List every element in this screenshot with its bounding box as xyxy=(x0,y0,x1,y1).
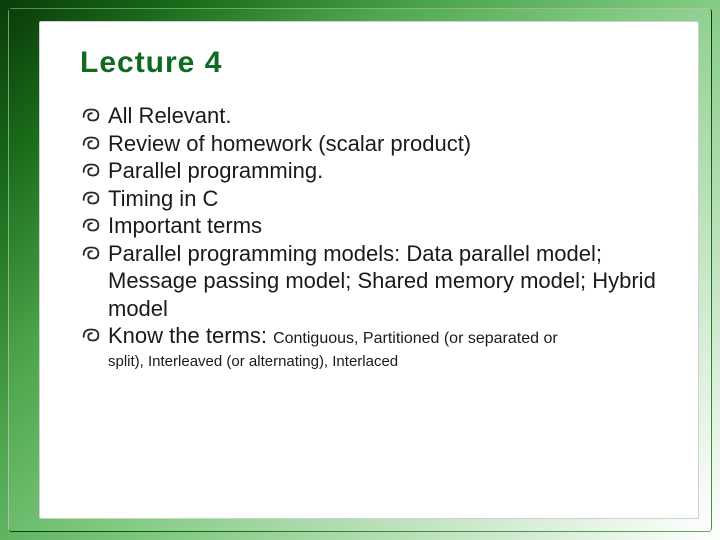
swirl-bullet-icon xyxy=(80,132,102,154)
list-item-text: All Relevant. xyxy=(108,103,232,128)
list-item-text: Important terms xyxy=(108,213,262,238)
swirl-bullet-icon xyxy=(80,104,102,126)
slide-background-frame: Lecture 4 All Relevant. Review of homewo… xyxy=(8,8,712,532)
list-item: Important terms xyxy=(80,212,662,240)
swirl-bullet-icon xyxy=(80,242,102,264)
list-item: All Relevant. xyxy=(80,102,662,130)
list-item-text: Parallel programming. xyxy=(108,158,323,183)
list-item: Know the terms: Contiguous, Partitioned … xyxy=(80,322,662,371)
list-item: Parallel programming. xyxy=(80,157,662,185)
list-item: Parallel programming models: Data parall… xyxy=(80,240,662,323)
list-item-text: Timing in C xyxy=(108,186,218,211)
swirl-bullet-icon xyxy=(80,159,102,181)
swirl-bullet-icon xyxy=(80,214,102,236)
slide-title: Lecture 4 xyxy=(80,46,662,80)
swirl-bullet-icon xyxy=(80,187,102,209)
list-item-text: Know the terms: xyxy=(108,323,267,348)
list-item-text: Review of homework (scalar product) xyxy=(108,131,471,156)
list-item-suffix-small: Contiguous, Partitioned (or separated or xyxy=(273,330,558,347)
swirl-bullet-icon xyxy=(80,324,102,346)
list-item-text: Parallel programming models: Data parall… xyxy=(108,241,656,321)
bullet-list: All Relevant. Review of homework (scalar… xyxy=(80,102,662,371)
list-item-trailing-line: split), Interleaved (or alternating), In… xyxy=(108,352,662,372)
list-item: Review of homework (scalar product) xyxy=(80,130,662,158)
list-item: Timing in C xyxy=(80,185,662,213)
slide-card: Lecture 4 All Relevant. Review of homewo… xyxy=(39,21,699,519)
